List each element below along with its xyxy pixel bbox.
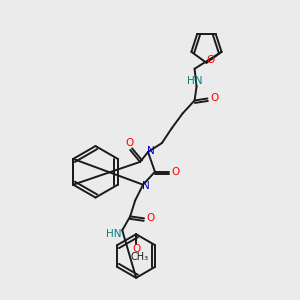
Text: N: N <box>142 181 150 191</box>
Text: O: O <box>206 55 214 65</box>
Text: HN: HN <box>106 229 121 239</box>
Text: O: O <box>172 167 180 177</box>
Text: O: O <box>132 244 140 254</box>
Text: N: N <box>147 146 155 156</box>
Text: O: O <box>210 94 218 103</box>
Text: O: O <box>147 213 155 224</box>
Text: CH₃: CH₃ <box>130 252 148 262</box>
Text: O: O <box>125 138 133 148</box>
Text: HN: HN <box>187 76 202 85</box>
